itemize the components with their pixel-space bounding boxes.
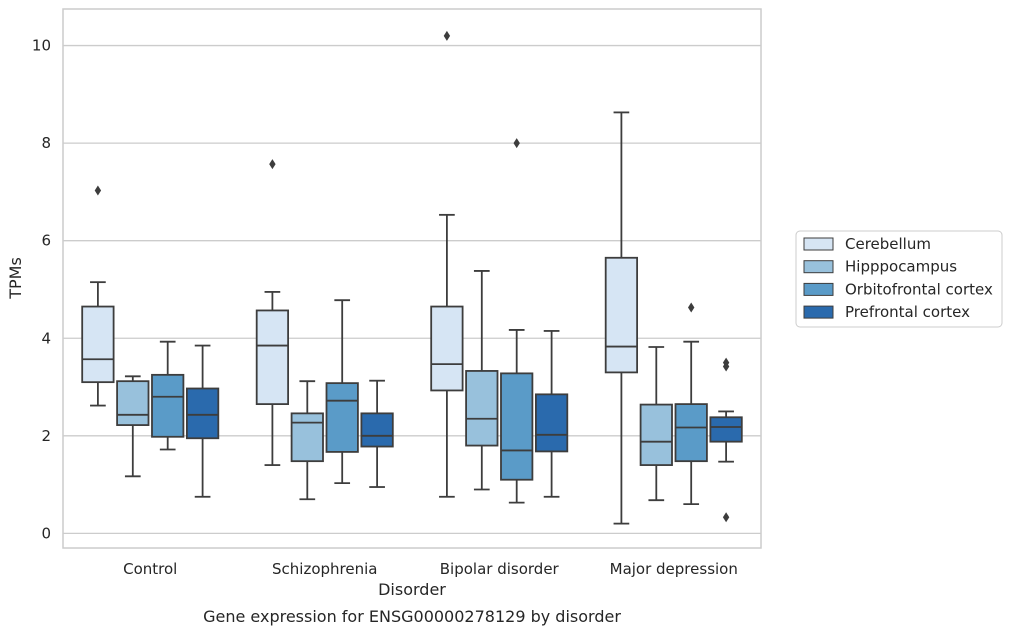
outlier-point bbox=[443, 30, 451, 41]
legend-item: Cerebellum bbox=[803, 235, 931, 253]
box bbox=[534, 330, 569, 498]
box-body bbox=[360, 412, 394, 448]
legend-label: Orbitofrontal cortex bbox=[845, 280, 993, 298]
plot-area-frame bbox=[62, 8, 762, 549]
box bbox=[116, 375, 150, 478]
x-axis-ticks: Control Schizophrenia Bipolar disorder Majo… bbox=[123, 560, 738, 578]
x-axis-title: Disorder bbox=[378, 580, 446, 599]
legend-item: Orbitofrontal cortex bbox=[803, 280, 993, 298]
box-body bbox=[639, 403, 673, 466]
chart-caption: Gene expression for ENSG00000278129 by d… bbox=[203, 607, 621, 626]
box bbox=[709, 357, 743, 523]
outlier-point bbox=[722, 361, 730, 372]
y-tick-label: 6 bbox=[41, 232, 51, 250]
box bbox=[430, 30, 464, 498]
box bbox=[500, 138, 534, 504]
box bbox=[674, 302, 708, 505]
legend-swatch bbox=[803, 282, 834, 296]
outlier-point bbox=[688, 302, 695, 313]
legend-item: Prefrontal cortex bbox=[803, 303, 970, 321]
box-body bbox=[116, 380, 150, 426]
series-orbitofrontal-cortex bbox=[151, 138, 708, 505]
legend-swatch bbox=[803, 305, 834, 319]
legend-swatch bbox=[803, 237, 834, 251]
y-axis-title: TPMs bbox=[6, 257, 25, 300]
legend-frame bbox=[795, 230, 1003, 328]
outlier-point bbox=[513, 138, 520, 149]
series-prefrontal-cortex bbox=[185, 330, 743, 523]
y-tick-label: 4 bbox=[41, 329, 51, 347]
box bbox=[604, 111, 639, 525]
box-body bbox=[709, 416, 743, 443]
box bbox=[290, 380, 324, 501]
y-axis-ticks: 0 2 4 6 8 10 bbox=[32, 37, 51, 543]
box bbox=[639, 346, 673, 502]
box-body bbox=[604, 256, 639, 374]
legend: Cerebellum Hipppocampus Orbitofrontal cort… bbox=[795, 230, 1003, 328]
box-plot-series bbox=[81, 30, 743, 525]
legend-label: Cerebellum bbox=[845, 235, 931, 253]
legend-item: Hipppocampus bbox=[803, 258, 957, 276]
y-tick-label: 10 bbox=[32, 37, 51, 55]
box-body bbox=[81, 305, 115, 384]
box bbox=[185, 344, 220, 498]
legend-label: Hipppocampus bbox=[845, 258, 957, 276]
x-tick-label: Major depression bbox=[610, 560, 738, 578]
series-cerebellum bbox=[81, 30, 639, 525]
box-body bbox=[430, 305, 464, 392]
box bbox=[151, 340, 185, 451]
y-tick-label: 8 bbox=[41, 134, 51, 152]
series-hipppocampus bbox=[116, 270, 673, 502]
y-tick-label: 0 bbox=[41, 524, 51, 542]
box bbox=[360, 379, 394, 488]
box bbox=[465, 270, 499, 491]
box-body bbox=[674, 403, 708, 463]
outlier-point bbox=[722, 512, 730, 523]
legend-swatch bbox=[803, 260, 834, 274]
box-body bbox=[151, 373, 185, 438]
outlier-point bbox=[94, 185, 102, 196]
y-tick-label: 2 bbox=[41, 427, 51, 445]
x-tick-label: Schizophrenia bbox=[272, 560, 377, 578]
box-body bbox=[185, 387, 220, 440]
box-body bbox=[255, 309, 290, 406]
legend-label: Prefrontal cortex bbox=[845, 303, 970, 321]
box-body bbox=[290, 412, 324, 463]
box-body bbox=[500, 372, 534, 481]
box-body bbox=[534, 393, 569, 453]
box bbox=[325, 299, 359, 485]
x-tick-label: Bipolar disorder bbox=[440, 560, 560, 578]
box bbox=[81, 185, 115, 407]
x-tick-label: Control bbox=[123, 560, 177, 578]
box-body bbox=[465, 370, 499, 447]
box-body bbox=[325, 382, 359, 453]
box bbox=[255, 159, 290, 466]
outlier-point bbox=[269, 159, 276, 170]
